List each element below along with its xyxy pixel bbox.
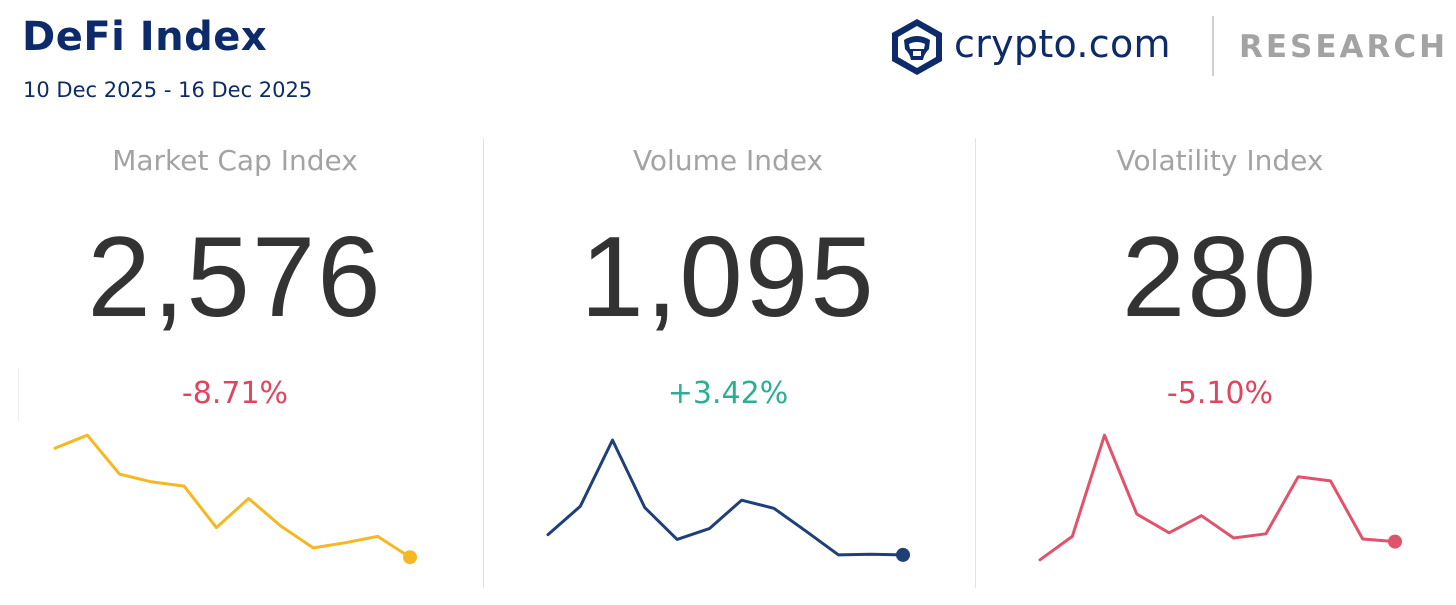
left-edge-divider — [18, 368, 19, 422]
market-cap-series-line — [53, 433, 412, 559]
volume-series-line — [546, 438, 905, 557]
brand-section: RESEARCH — [1239, 29, 1449, 65]
volatility-sparkline — [1038, 433, 1402, 562]
brand-header: crypto.com RESEARCH — [890, 16, 1445, 78]
brand-name: crypto.com — [954, 22, 1171, 66]
market-cap-value: 2,576 — [87, 214, 383, 341]
crypto-com-lion-shield-icon — [892, 19, 942, 75]
volatility-last-point — [1388, 534, 1402, 549]
volatility-value: 280 — [1121, 214, 1319, 341]
volatility-panel: Volatility Index 280 -5.10% — [975, 140, 1456, 590]
market-cap-panel: Market Cap Index 2,576 -8.71% — [0, 140, 480, 590]
market-cap-title: Market Cap Index — [112, 144, 358, 177]
volume-title: Volume Index — [632, 144, 824, 177]
volume-last-point — [896, 547, 910, 562]
date-range: 10 Dec 2025 - 16 Dec 2025 — [23, 78, 313, 102]
volume-change: +3.42% — [667, 376, 789, 411]
volatility-title: Volatility Index — [1116, 144, 1324, 177]
volume-sparkline — [546, 438, 910, 562]
volume-panel: Volume Index 1,095 +3.42% — [483, 140, 973, 590]
volatility-change: -5.10% — [1166, 376, 1274, 411]
panel-divider-2 — [975, 138, 976, 588]
brand-divider — [1212, 16, 1214, 76]
market-cap-sparkline — [53, 433, 417, 565]
volatility-series-line — [1038, 433, 1397, 562]
page-title: DeFi Index — [22, 14, 268, 60]
market-cap-last-point — [403, 550, 417, 565]
panel-divider-1 — [483, 138, 484, 588]
volume-value: 1,095 — [580, 214, 876, 341]
market-cap-change: -8.71% — [181, 376, 289, 411]
